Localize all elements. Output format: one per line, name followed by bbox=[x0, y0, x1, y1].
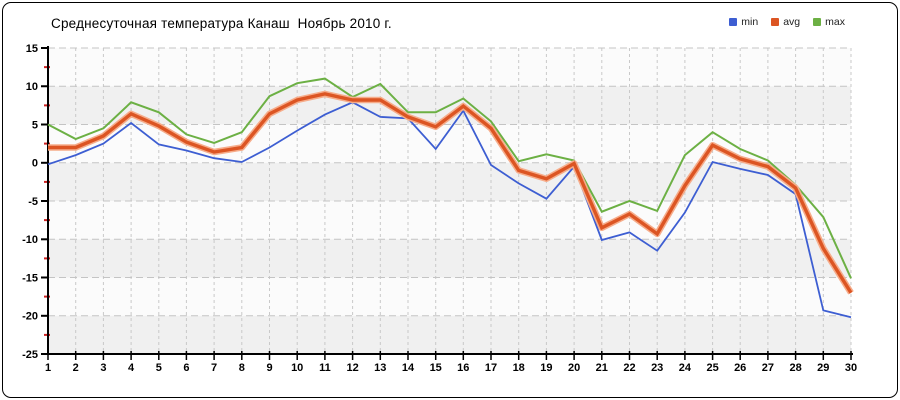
plot-band bbox=[48, 239, 851, 278]
plot-band bbox=[48, 201, 851, 240]
x-tick-label: 10 bbox=[291, 362, 303, 374]
x-tick-label: 27 bbox=[762, 362, 774, 374]
x-tick-label: 1 bbox=[45, 362, 51, 374]
x-tick-label: 3 bbox=[100, 362, 106, 374]
legend-item-avg: avg bbox=[771, 16, 800, 28]
x-tick-label: 6 bbox=[183, 362, 189, 374]
x-tick-label: 20 bbox=[568, 362, 580, 374]
y-tick-label: -5 bbox=[28, 196, 38, 208]
x-tick-label: 29 bbox=[817, 362, 829, 374]
plot-band bbox=[48, 162, 851, 202]
y-tick-label: 0 bbox=[32, 158, 38, 170]
plot-band bbox=[48, 277, 851, 316]
x-tick-label: 22 bbox=[623, 362, 635, 374]
x-tick-label: 30 bbox=[845, 362, 857, 374]
avg-swatch-icon bbox=[771, 18, 780, 26]
x-tick-label: 23 bbox=[651, 362, 663, 374]
plot-band bbox=[48, 48, 851, 87]
y-tick-label: 10 bbox=[26, 81, 38, 93]
chart-title: Среднесуточная температура Канаш Ноябрь … bbox=[51, 16, 392, 31]
x-tick-label: 26 bbox=[734, 362, 746, 374]
x-tick-label: 5 bbox=[156, 362, 162, 374]
plot-band bbox=[48, 315, 851, 355]
y-tick-label: -15 bbox=[22, 272, 38, 284]
x-tick-label: 7 bbox=[211, 362, 217, 374]
x-tick-label: 11 bbox=[319, 362, 331, 374]
x-tick-label: 13 bbox=[374, 362, 386, 374]
legend: min avg max bbox=[729, 16, 845, 28]
y-tick-label: -10 bbox=[22, 234, 38, 246]
x-tick-label: 15 bbox=[430, 362, 442, 374]
x-tick-label: 8 bbox=[239, 362, 245, 374]
x-tick-label: 25 bbox=[706, 362, 718, 374]
x-tick-label: 19 bbox=[540, 362, 552, 374]
x-tick-label: 28 bbox=[789, 362, 801, 374]
x-tick-label: 12 bbox=[346, 362, 358, 374]
x-tick-label: 18 bbox=[513, 362, 525, 374]
x-tick-label: 2 bbox=[73, 362, 79, 374]
max-series-line bbox=[47, 77, 852, 279]
legend-item-min: min bbox=[729, 16, 758, 28]
x-tick-label: 24 bbox=[679, 362, 692, 374]
legend-label-max: max bbox=[825, 16, 845, 28]
min-swatch-icon bbox=[729, 18, 738, 26]
y-tick-label: -25 bbox=[22, 349, 38, 361]
x-tick-label: 21 bbox=[596, 362, 608, 374]
x-tick-label: 14 bbox=[402, 362, 415, 374]
max-swatch-icon bbox=[813, 18, 822, 26]
avg-series-line bbox=[48, 92, 853, 294]
x-tick-label: 9 bbox=[266, 362, 272, 374]
legend-label-avg: avg bbox=[783, 16, 801, 28]
x-tick-label: 16 bbox=[457, 362, 469, 374]
y-tick-label: 15 bbox=[26, 43, 38, 55]
min-series-line bbox=[47, 101, 852, 319]
x-tick-label: 17 bbox=[485, 362, 497, 374]
x-tick-label: 4 bbox=[128, 362, 135, 374]
y-tick-label: 5 bbox=[32, 119, 38, 131]
y-tick-label: -20 bbox=[22, 311, 38, 323]
legend-item-max: max bbox=[813, 16, 845, 28]
legend-label-min: min bbox=[741, 16, 759, 28]
